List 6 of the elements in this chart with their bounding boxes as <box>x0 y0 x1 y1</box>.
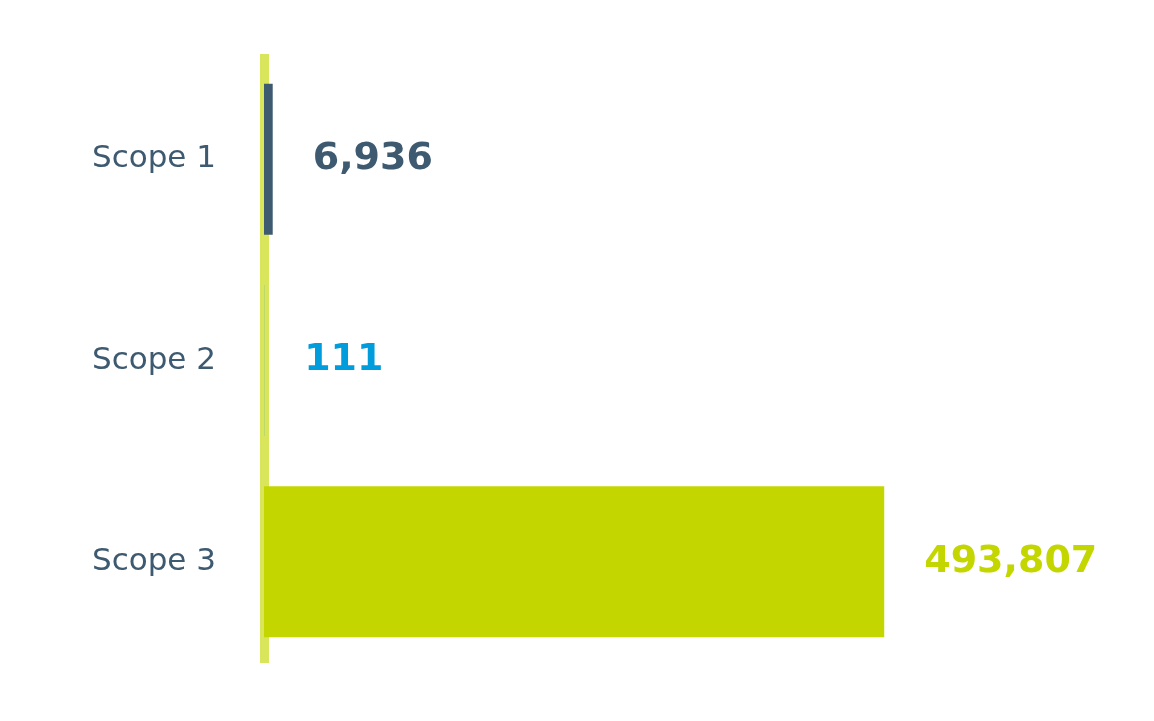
y-tick-label: Scope 1 <box>91 138 216 175</box>
data-label: 6,936 <box>312 134 433 179</box>
y-tick-label: Scope 3 <box>91 540 216 577</box>
data-label: 493,807 <box>924 536 1098 581</box>
data-label: 111 <box>304 335 384 380</box>
y-tick-label: Scope 2 <box>91 339 216 376</box>
